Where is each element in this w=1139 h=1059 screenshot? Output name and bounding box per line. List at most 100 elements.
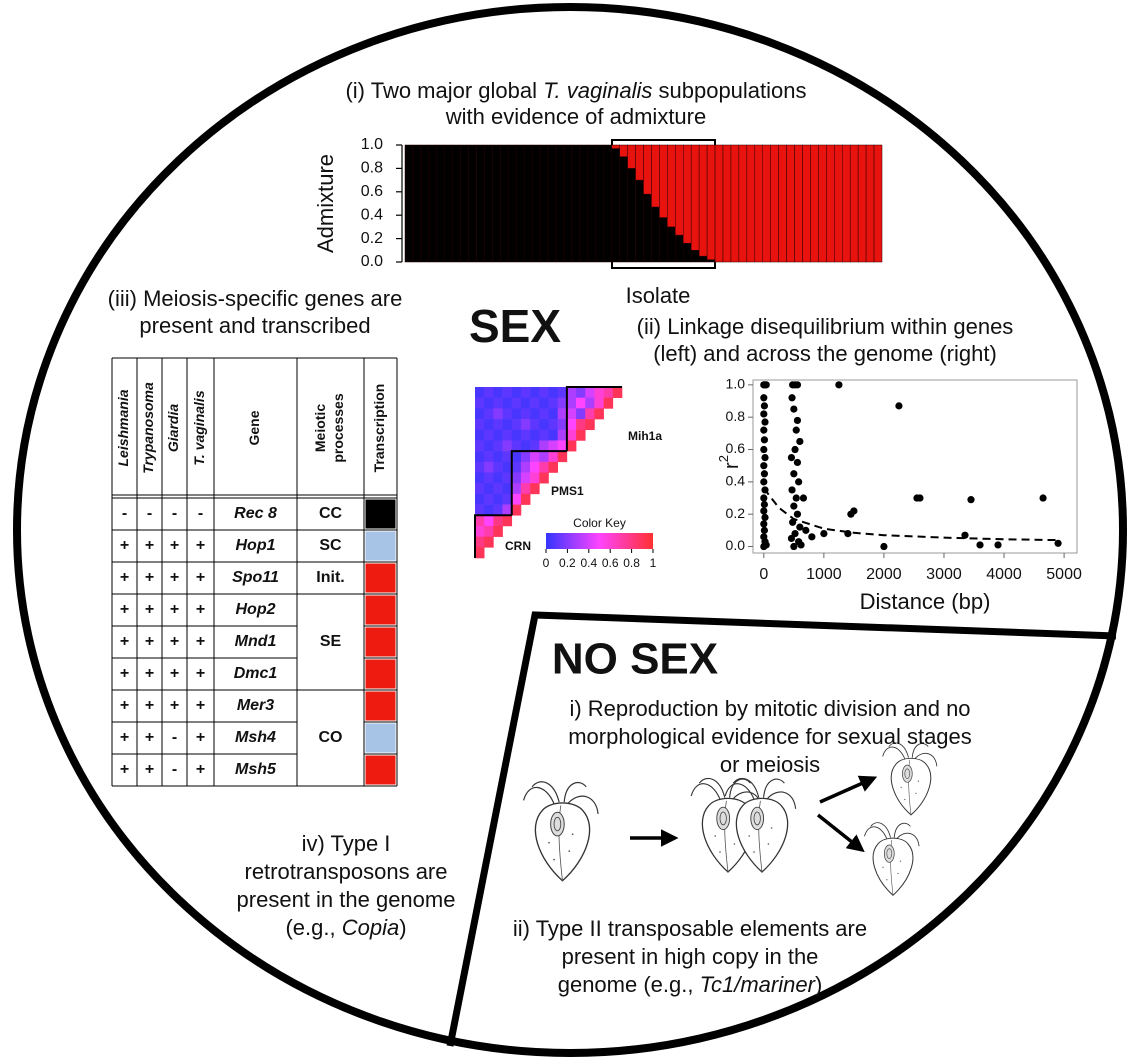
scatter-point [788, 394, 795, 401]
heatmap-cell [484, 408, 493, 419]
heatmap-cell [503, 494, 512, 505]
transcription-cell [366, 628, 396, 657]
table-sign: + [196, 697, 205, 714]
heatmap-cell [493, 408, 502, 419]
bar-segment [667, 145, 675, 227]
table-sign: + [120, 697, 129, 714]
bar-segment [556, 145, 564, 262]
table-header: Transcription [371, 384, 387, 473]
heatmap-cell [530, 387, 539, 398]
table-sign: + [145, 729, 154, 746]
heatmap-cell [484, 473, 493, 484]
x-tick-label: 5000 [1046, 566, 1082, 583]
scatter-point [761, 402, 768, 409]
bar-segment [644, 194, 652, 262]
y-tick-label: 0.0 [726, 537, 746, 553]
heatmap-cell [493, 462, 502, 473]
scatter-point [760, 478, 767, 485]
transcription-cell [366, 532, 396, 561]
heatmap-cell [521, 408, 530, 419]
caption: iv) Type I [302, 831, 391, 856]
scatter-point [967, 496, 974, 503]
bar-segment [707, 260, 715, 262]
transcription-cell [366, 692, 396, 721]
scatter-point [760, 410, 767, 417]
heatmap-cell [539, 462, 548, 473]
heatmap-cell [503, 515, 512, 526]
table-header: Gene [246, 410, 262, 445]
bar-segment [492, 145, 500, 262]
heatmap-cell [493, 440, 502, 451]
scatter-point [761, 454, 768, 461]
heatmap-cell [484, 387, 493, 398]
bar-segment [469, 145, 477, 262]
colorbar-title: Color Key [573, 516, 626, 530]
table-sign: + [145, 569, 154, 586]
heatmap-cell [503, 483, 512, 494]
table-sign: + [196, 729, 205, 746]
bar-segment [874, 145, 882, 262]
scatter-point [760, 446, 767, 453]
y-axis-label: r2 [716, 455, 743, 469]
heatmap-cell [512, 473, 521, 484]
y-tick-label: 1.0 [726, 376, 746, 392]
scatter-point [761, 470, 768, 477]
caption: (e.g., Copia) [285, 915, 406, 940]
heatmap-cell [484, 537, 493, 548]
caption: i) Reproduction by mitotic division and … [569, 696, 970, 721]
scatter-point [794, 459, 801, 466]
bar-segment [810, 145, 818, 262]
transcription-cell [366, 756, 396, 785]
scatter-point [761, 418, 768, 425]
y-axis-label: Admixture [313, 154, 338, 253]
heatmap-cell [539, 473, 548, 484]
heatmap-cell [539, 440, 548, 451]
heatmap-cell [549, 408, 558, 419]
bar-segment [683, 145, 691, 243]
heatmap-cell [539, 451, 548, 462]
scatter-point [793, 427, 800, 434]
heatmap-cell [521, 440, 530, 451]
heatmap-cell [493, 387, 502, 398]
table-sign: - [122, 505, 127, 522]
heatmap-cell [493, 398, 502, 409]
text-span: genome (e.g., [558, 972, 700, 997]
heatmap-cell [503, 430, 512, 441]
heatmap-cell [549, 387, 558, 398]
heatmap-cell [484, 483, 493, 494]
scatter-point [760, 427, 767, 434]
table-sign: + [196, 537, 205, 554]
heatmap-cell [503, 419, 512, 430]
y-tick-label: 0.8 [361, 160, 383, 177]
heatmap-cell [512, 462, 521, 473]
heatmap-cell [484, 440, 493, 451]
bar-segment [636, 180, 644, 262]
scatter-point [761, 514, 768, 521]
caption: retrotransposons are [245, 859, 448, 884]
colorbar-tick-label: 0.8 [623, 556, 640, 570]
heatmap-cell [567, 430, 576, 441]
text-span: T. vaginalis [543, 78, 652, 103]
bar-segment [405, 145, 413, 262]
heatmap-cell [549, 440, 558, 451]
arrow [820, 778, 874, 802]
scatter-point [763, 541, 770, 548]
cell [524, 782, 598, 881]
heatmap-cell [567, 419, 576, 430]
scatter-point [761, 436, 768, 443]
heatmap-cell [484, 515, 493, 526]
scatter-point [895, 402, 902, 409]
scatter-point [916, 494, 923, 501]
bar-segment [818, 145, 826, 262]
table-sign: + [170, 537, 179, 554]
scatter-point [760, 507, 767, 514]
heatmap-cell [530, 483, 539, 494]
bar-segment [445, 145, 453, 262]
table-sign: + [145, 537, 154, 554]
heatmap-cell [558, 408, 567, 419]
gene-name: Msh5 [235, 761, 277, 778]
y-tick-label: 0.0 [361, 253, 383, 270]
gene-name: Dmc1 [234, 665, 278, 682]
figure: SEX NO SEX (iii) Meiosis-specific genes … [0, 0, 1139, 1059]
heatmap-cell [567, 387, 576, 398]
